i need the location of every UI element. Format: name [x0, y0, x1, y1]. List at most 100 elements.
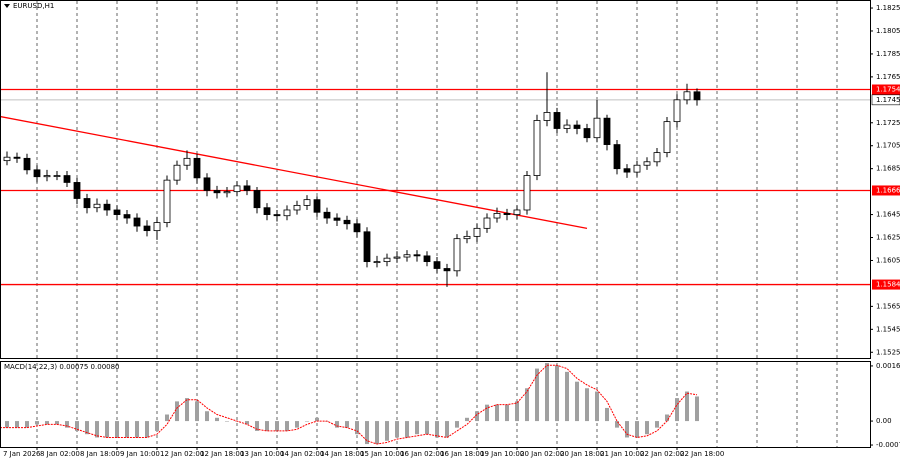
symbol-menu-icon[interactable]: [4, 4, 10, 8]
macd-bar: [425, 421, 429, 435]
level-label: 1.1754: [876, 86, 900, 94]
candle-body: [93, 203, 101, 209]
main-panel: [0, 0, 871, 359]
candle-body: [293, 204, 301, 211]
x-tick-label: 14 Jan 02:00: [280, 450, 324, 458]
candle-body: [423, 255, 431, 263]
candle-body: [343, 219, 351, 225]
macd-bar: [195, 401, 199, 422]
x-tick-label: 22 Jan 02:00: [640, 450, 684, 458]
y-tick-label: 1.1725: [876, 119, 900, 127]
macd-bar: [255, 421, 259, 431]
macd-bar: [485, 404, 489, 422]
x-tick-label: 20 Jan 02:00: [520, 450, 564, 458]
candle-body: [203, 177, 211, 191]
macd-bar: [595, 391, 599, 422]
candle-body: [133, 217, 141, 227]
macd-bar: [15, 421, 19, 428]
macd-bar: [585, 388, 589, 422]
macd-bar: [175, 401, 179, 422]
candle-body: [603, 117, 611, 145]
candle-body: [383, 257, 391, 263]
y-tick-label: 1.1605: [876, 256, 900, 264]
macd-bar: [575, 381, 579, 422]
candle-body: [243, 185, 251, 191]
macd-bar: [315, 417, 319, 422]
candle-body: [653, 152, 661, 163]
macd-bar: [615, 421, 619, 428]
y-tick-label: 1.1645: [876, 211, 900, 219]
candle-body: [143, 225, 151, 232]
x-tick-label: 8 Jan 18:00: [80, 450, 120, 458]
candle-body: [453, 238, 461, 272]
candle-body: [583, 128, 591, 139]
level-box: [872, 185, 900, 196]
candle-body: [73, 182, 81, 199]
candle-body: [223, 191, 231, 194]
macd-bar: [455, 421, 459, 428]
candle-body: [63, 175, 71, 183]
macd-bar: [645, 421, 649, 435]
level-box: [872, 84, 900, 95]
candle-body: [33, 169, 41, 178]
macd-bar: [415, 421, 419, 435]
y-tick-label: 1.1625: [876, 234, 900, 242]
candle-body: [83, 198, 91, 209]
y-tick-label: 1.1705: [876, 142, 900, 150]
macd-bar: [165, 414, 169, 422]
candle-body: [393, 256, 401, 259]
macd-bar: [125, 421, 129, 438]
macd-bar: [385, 421, 389, 441]
macd-bar: [245, 421, 249, 425]
level-box: [872, 279, 900, 290]
macd-bar: [145, 421, 149, 438]
x-tick-label: 13 Jan 10:00: [240, 450, 284, 458]
symbol-title: EURUSD,H1: [13, 2, 54, 10]
macd-bar: [55, 421, 59, 425]
macd-bar: [155, 421, 159, 431]
candle-body: [183, 157, 191, 166]
macd-bar: [635, 421, 639, 438]
macd-bar: [5, 421, 9, 428]
macd-bar: [495, 404, 499, 422]
y-tick-label: -0.00073: [876, 441, 900, 449]
signal-line: [1, 364, 698, 445]
candle-body: [233, 185, 241, 193]
macd-bar: [395, 421, 399, 438]
macd-bar: [405, 421, 409, 438]
macd-bar: [365, 421, 369, 445]
x-tick-label: 16 Jan 02:00: [400, 450, 444, 458]
candle-body: [483, 217, 491, 229]
candle-body: [493, 213, 501, 219]
background-grid: [716, 1, 838, 447]
candle-body: [323, 211, 331, 219]
macd-bar: [215, 417, 219, 422]
macd-bar: [695, 396, 699, 422]
macd-bar: [45, 421, 49, 425]
candle-body: [683, 91, 691, 101]
macd-bar: [515, 401, 519, 422]
macd-bar: [565, 371, 569, 422]
macd-bar: [655, 421, 659, 428]
candle-body: [163, 179, 171, 224]
candle-body: [263, 207, 271, 215]
candle-body: [3, 156, 11, 162]
macd-bar: [35, 421, 39, 425]
current-price-box: [871, 94, 900, 106]
candle-body: [413, 254, 421, 257]
x-tick-label: 22 Jan 18:00: [680, 450, 724, 458]
macd-bar: [355, 421, 359, 435]
macd-bar: [685, 391, 689, 422]
y-tick-label: 1.1685: [876, 165, 900, 173]
x-tick-label: 19 Jan 10:00: [480, 450, 524, 458]
macd-bar: [545, 363, 549, 422]
macd-bar: [375, 421, 379, 445]
candle-body: [593, 117, 601, 139]
y-tick-label: 0.00: [876, 417, 892, 425]
macd-bar: [525, 388, 529, 422]
macd-bar: [505, 404, 509, 422]
macd-bar: [205, 411, 209, 422]
x-tick-label: 15 Jan 10:00: [360, 450, 404, 458]
macd-bar: [465, 417, 469, 422]
